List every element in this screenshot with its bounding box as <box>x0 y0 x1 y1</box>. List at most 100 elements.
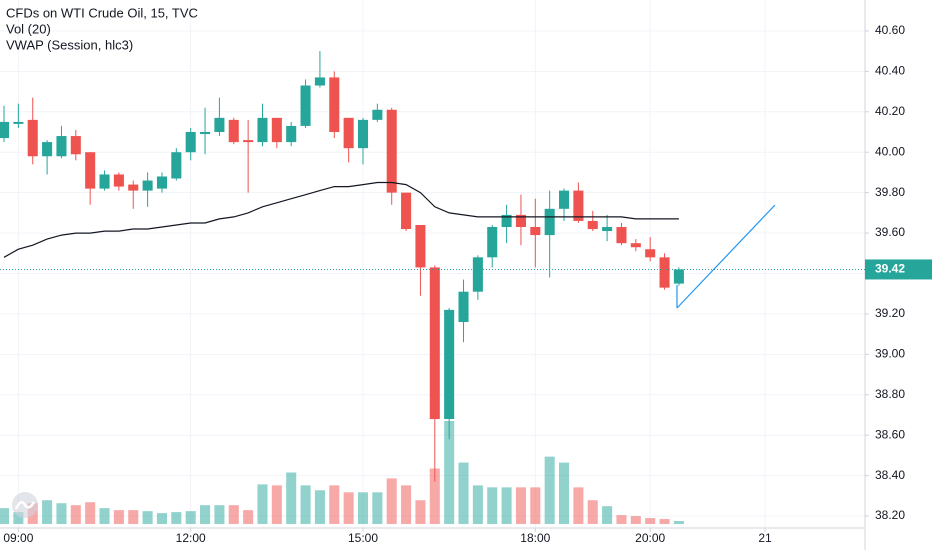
candle-body <box>70 136 81 155</box>
x-tick-label: 18:00 <box>520 531 550 545</box>
volume-bar <box>487 487 498 524</box>
volume-bar <box>673 521 684 524</box>
logo <box>12 492 38 518</box>
volume-bar <box>286 472 297 524</box>
volume-bar <box>300 485 311 524</box>
candle-body <box>429 267 440 420</box>
volume-bar <box>185 511 196 524</box>
volume-bar <box>357 492 369 524</box>
volume-bar <box>544 456 555 524</box>
candle-body <box>27 119 38 157</box>
candle-body <box>171 152 182 179</box>
candle-body <box>228 119 239 143</box>
volume-bar <box>271 485 282 524</box>
volume-bar <box>458 462 469 524</box>
y-tick-label: 38.80 <box>875 387 905 401</box>
candle-body <box>185 132 196 153</box>
candle-body <box>559 190 570 209</box>
volume-bar <box>530 487 541 524</box>
y-tick-label: 39.20 <box>875 306 905 320</box>
volume-bar <box>645 518 656 524</box>
trend-line-drawing[interactable] <box>676 204 776 309</box>
volume-bar <box>329 485 340 524</box>
candle-body <box>257 117 268 143</box>
volume-bar <box>113 510 124 524</box>
volume-bar <box>444 421 455 524</box>
y-tick-label: 38.60 <box>875 427 905 441</box>
volume-bar <box>228 505 239 524</box>
volume-bar <box>156 513 167 524</box>
volume-bar <box>573 487 584 524</box>
chart-title: CFDs on WTI Crude Oil, 15, TVC <box>6 5 198 20</box>
volume-bar <box>257 484 268 524</box>
volume-bar <box>0 508 10 524</box>
candle-body <box>200 132 211 135</box>
y-tick-label: 39.60 <box>875 225 905 239</box>
candle-body <box>329 77 340 132</box>
candle-body <box>286 125 297 143</box>
candle-body <box>357 119 369 149</box>
last-price-label: 39.42 <box>875 262 905 276</box>
x-tick-label: 21 <box>758 531 772 545</box>
volume-bar <box>343 492 354 524</box>
volume-bar <box>415 500 426 524</box>
volume-bar <box>171 512 182 524</box>
volume-bar <box>200 505 211 524</box>
volume-bar <box>429 468 440 524</box>
y-tick-label: 38.40 <box>875 468 905 482</box>
candle-body <box>458 291 469 323</box>
volume-bar <box>142 511 153 524</box>
y-tick-label: 40.00 <box>875 144 905 158</box>
volume-bar <box>515 487 526 524</box>
volume-bar <box>386 478 397 524</box>
candle-body <box>444 309 455 420</box>
candle-body <box>13 121 24 124</box>
volume-bar <box>85 502 96 524</box>
candle-body <box>271 117 282 143</box>
volume-bar <box>472 485 483 524</box>
candle-body <box>214 117 225 132</box>
candles <box>0 51 684 482</box>
candle-body <box>616 227 627 244</box>
x-tick-label: 12:00 <box>176 531 206 545</box>
vwap-line <box>3 181 679 258</box>
candle-body <box>156 176 167 189</box>
y-tick-label: 40.40 <box>875 64 905 78</box>
indicator-label: Vol (20) <box>6 21 51 36</box>
volume-bar <box>401 485 412 524</box>
volume-bar <box>372 492 383 524</box>
candle-body <box>515 214 526 228</box>
candle-body <box>113 174 124 187</box>
y-tick-label: 38.20 <box>875 508 905 522</box>
candle-body <box>142 180 153 191</box>
candle-body <box>314 77 325 86</box>
y-tick-label: 39.00 <box>875 347 905 361</box>
candle-body <box>673 269 684 284</box>
candle-body <box>300 85 311 126</box>
volume-bar <box>214 505 225 524</box>
candle-body <box>99 174 110 189</box>
candle-body <box>243 140 254 143</box>
candle-body <box>630 243 641 248</box>
x-tick-label: 15:00 <box>348 531 378 545</box>
candle-body <box>645 249 656 258</box>
volume-bar <box>314 490 325 524</box>
volume-bar <box>630 516 641 524</box>
candle-body <box>573 190 584 221</box>
volume-bar <box>501 487 512 524</box>
candle-body <box>372 109 383 120</box>
volume-bar <box>602 506 613 524</box>
candle-body <box>472 257 483 292</box>
volume-bar <box>13 512 24 524</box>
volume-bar <box>659 519 670 524</box>
candle-body <box>487 227 498 258</box>
candle-body <box>602 227 613 232</box>
candle-body <box>85 152 96 189</box>
last-price-tag <box>865 259 932 280</box>
indicator-label: VWAP (Session, hlc3) <box>6 37 133 52</box>
candle-body <box>128 184 139 191</box>
candle-body <box>0 121 10 139</box>
y-tick-label: 40.20 <box>875 104 905 118</box>
